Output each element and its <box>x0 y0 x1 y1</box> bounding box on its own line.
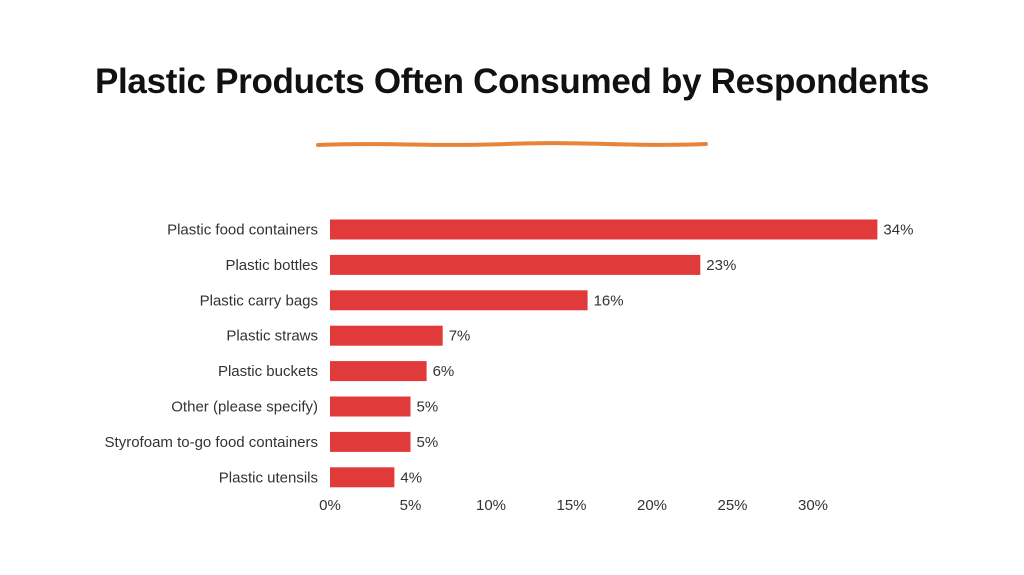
data-label: 5% <box>417 399 439 416</box>
bar <box>330 325 443 346</box>
x-tick-label: 5% <box>400 497 422 514</box>
data-label: 34% <box>883 222 913 239</box>
category-label: Styrofoam to-go food containers <box>105 434 318 451</box>
bar <box>330 431 411 452</box>
slide-title: Plastic Products Often Consumed by Respo… <box>94 62 930 101</box>
x-tick-label: 10% <box>476 497 506 514</box>
title-underline-decoration <box>316 141 708 147</box>
category-label: Plastic bottles <box>225 257 318 274</box>
bar <box>330 254 701 275</box>
data-label: 7% <box>449 328 471 345</box>
bar <box>330 290 588 311</box>
bar <box>330 396 411 417</box>
bar <box>330 467 395 488</box>
x-tick-label: 0% <box>319 497 341 514</box>
x-tick-label: 25% <box>717 497 747 514</box>
category-label: Plastic utensils <box>219 469 318 486</box>
data-label: 4% <box>400 469 422 486</box>
x-tick-label: 20% <box>637 497 667 514</box>
x-tick-label: 30% <box>798 497 828 514</box>
data-label: 23% <box>706 257 736 274</box>
bar <box>330 361 427 382</box>
category-label: Plastic carry bags <box>200 292 318 309</box>
x-tick-label: 15% <box>556 497 586 514</box>
data-label: 6% <box>433 363 455 380</box>
bar <box>330 219 878 240</box>
category-label: Plastic straws <box>226 328 318 345</box>
category-label: Plastic buckets <box>218 363 318 380</box>
data-label: 5% <box>417 434 439 451</box>
data-label: 16% <box>594 292 624 309</box>
category-label: Other (please specify) <box>171 399 318 416</box>
category-label: Plastic food containers <box>167 222 318 239</box>
